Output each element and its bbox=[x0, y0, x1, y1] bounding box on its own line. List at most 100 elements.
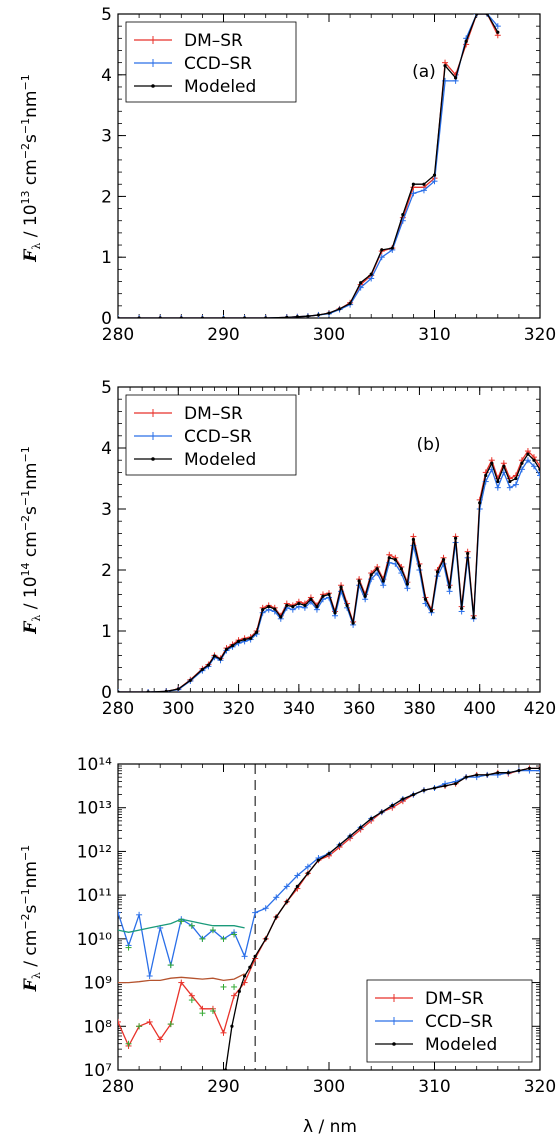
modeled-point bbox=[295, 884, 299, 889]
modeled-point bbox=[393, 558, 397, 562]
modeled-point bbox=[212, 654, 217, 658]
legend-label: Modeled bbox=[425, 1035, 497, 1055]
modeled-point bbox=[538, 766, 540, 770]
panel-label: (b) bbox=[416, 435, 440, 455]
x-tick-label: 360 bbox=[343, 699, 375, 719]
modeled-point bbox=[345, 603, 349, 607]
modeled-point bbox=[381, 579, 385, 583]
modeled-point bbox=[327, 592, 331, 597]
panel-c: 280 290 300 310 320 10⁷ 10⁸ 10⁹ 10¹⁰ 10¹¹ 10¹² 10¹³… bbox=[77, 755, 556, 1097]
modeled-point bbox=[475, 14, 479, 16]
y-tick-label: 0 bbox=[101, 309, 112, 329]
modeled-point bbox=[274, 915, 278, 919]
modeled-point bbox=[264, 937, 268, 941]
modeled-point bbox=[295, 315, 299, 318]
modeled-point bbox=[380, 248, 384, 252]
modeled-point bbox=[411, 537, 415, 542]
modeled-point bbox=[517, 768, 521, 773]
y-tick-label: 2 bbox=[101, 561, 112, 581]
modeled-point bbox=[454, 536, 458, 540]
modeled-point bbox=[422, 182, 426, 186]
legend-label: Modeled bbox=[184, 77, 256, 97]
modeled-point bbox=[327, 311, 331, 315]
y-tick-label: 0 bbox=[101, 683, 112, 703]
modeled-point bbox=[447, 585, 452, 589]
legend-marker bbox=[151, 84, 155, 88]
modeled-point bbox=[348, 834, 352, 838]
modeled-point bbox=[441, 558, 446, 562]
modeled-point bbox=[359, 281, 363, 285]
modeled-point bbox=[538, 467, 540, 471]
modeled-point bbox=[526, 452, 530, 456]
modeled-point bbox=[375, 567, 379, 571]
modeled-point bbox=[506, 771, 510, 775]
y-tick-label: 10¹⁰ bbox=[77, 930, 112, 950]
modeled-point bbox=[422, 788, 426, 792]
modeled-point bbox=[502, 464, 506, 468]
modeled-point bbox=[291, 605, 295, 609]
modeled-point bbox=[454, 782, 458, 786]
modeled-point bbox=[243, 637, 247, 642]
modeled-point bbox=[496, 479, 500, 484]
modeled-point bbox=[297, 601, 301, 606]
modeled-point bbox=[527, 766, 532, 770]
x-tick-label: 310 bbox=[418, 325, 450, 345]
modeled-point bbox=[359, 825, 363, 829]
modeled-point bbox=[357, 579, 361, 583]
modeled-point bbox=[137, 316, 141, 318]
modeled-point bbox=[484, 473, 488, 478]
modeled-point bbox=[337, 307, 342, 311]
modeled-point bbox=[435, 570, 440, 574]
modeled-point bbox=[306, 314, 310, 318]
x-tick-label: 290 bbox=[207, 1077, 239, 1097]
modeled-point bbox=[255, 630, 259, 634]
modeled-point bbox=[411, 793, 415, 797]
modeled-point bbox=[472, 615, 476, 620]
y-tick-label: 10¹³ bbox=[77, 799, 112, 819]
y-tick-label: 10⁷ bbox=[84, 1061, 113, 1081]
modeled-point bbox=[496, 30, 500, 34]
y-tick-label: 1 bbox=[101, 248, 112, 268]
ylabel-b: Fλ / 1014 cm−2s−1nm−1 bbox=[19, 446, 43, 634]
modeled-point bbox=[188, 678, 192, 683]
modeled-point bbox=[264, 316, 268, 318]
modeled-point bbox=[327, 852, 331, 856]
modeled-point bbox=[316, 858, 321, 862]
modeled-point bbox=[532, 458, 536, 462]
modeled-point bbox=[417, 564, 422, 568]
modeled-point bbox=[390, 246, 394, 250]
modeled-point bbox=[118, 690, 120, 692]
modeled-point bbox=[243, 316, 247, 318]
modeled-point bbox=[230, 644, 235, 648]
modeled-point bbox=[490, 461, 494, 465]
x-tick-label: 420 bbox=[524, 699, 556, 719]
modeled-point bbox=[279, 615, 283, 619]
y-tick-label: 10⁹ bbox=[84, 974, 113, 994]
modeled-point bbox=[164, 689, 168, 692]
modeled-point bbox=[285, 603, 289, 607]
modeled-point bbox=[237, 989, 241, 993]
modeled-point bbox=[224, 1068, 228, 1070]
x-tick-label: 340 bbox=[283, 699, 315, 719]
legend-box bbox=[125, 21, 297, 103]
modeled-point bbox=[401, 213, 405, 217]
y-tick-label: 2 bbox=[101, 187, 112, 207]
modeled-point bbox=[224, 647, 229, 651]
ccdsr-series-line bbox=[118, 769, 540, 977]
modeled-point bbox=[520, 461, 524, 465]
modeled-point bbox=[432, 786, 437, 790]
modeled-point bbox=[466, 551, 470, 556]
y-tick-label: 10⁸ bbox=[84, 1017, 113, 1037]
modeled-point bbox=[118, 316, 120, 318]
modeled-point bbox=[158, 316, 162, 318]
y-tick-label: 5 bbox=[101, 5, 112, 25]
modeled-point bbox=[508, 479, 512, 484]
modeled-point bbox=[321, 594, 325, 598]
modeled-point bbox=[221, 316, 226, 318]
modeled-point bbox=[285, 900, 289, 904]
modeled-point bbox=[261, 608, 265, 612]
modeled-point bbox=[218, 657, 223, 661]
y-tick-label: 10¹² bbox=[77, 842, 112, 862]
modeled-point bbox=[337, 843, 342, 847]
modeled-point bbox=[478, 501, 482, 505]
